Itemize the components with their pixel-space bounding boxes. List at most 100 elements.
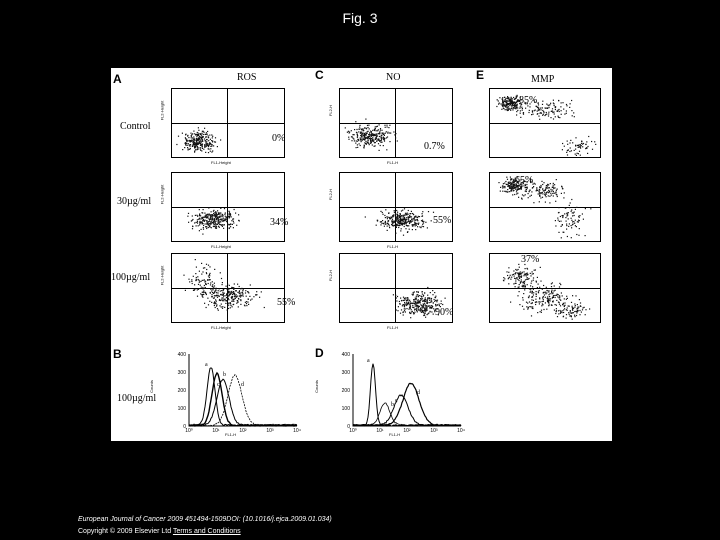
scatter-dot	[206, 226, 208, 228]
scatter-dot	[231, 296, 233, 298]
scatter-dot	[223, 292, 225, 294]
scatter-dot	[224, 213, 226, 215]
scatter-dot	[204, 216, 206, 218]
scatter-dot	[571, 307, 573, 309]
scatter-dot	[535, 293, 537, 295]
ros-control-ylabel: FL2-Height	[159, 100, 165, 121]
scatter-dot	[551, 186, 554, 188]
scatter-dot	[408, 219, 410, 221]
scatter-dot	[187, 215, 189, 217]
scatter-dot	[215, 216, 217, 218]
scatter-dot	[211, 215, 213, 217]
scatter-dot	[216, 294, 218, 296]
scatter-dot	[415, 216, 417, 218]
scatter-dot	[236, 224, 238, 226]
scatter-dot	[232, 227, 234, 229]
scatter-dot	[525, 107, 527, 109]
scatter-dot	[507, 189, 509, 191]
scatter-dot	[363, 133, 365, 135]
scatter-dot	[420, 308, 422, 310]
scatter-dot	[224, 215, 226, 217]
scatter-dot	[208, 279, 210, 281]
scatter-dot	[200, 228, 202, 230]
scatter-dot	[529, 189, 531, 191]
scatter-dot	[521, 275, 523, 277]
histogram-curve-label: a	[367, 358, 370, 364]
scatter-dot	[523, 195, 525, 197]
scatter-dot	[198, 137, 200, 139]
scatter-dot	[511, 102, 513, 104]
scatter-dot	[225, 300, 227, 302]
terms-link[interactable]: Terms and Conditions	[172, 528, 241, 535]
row-label-30: 30µg/ml	[117, 196, 152, 207]
scatter-dot	[207, 144, 209, 146]
scatter-dot	[546, 184, 548, 187]
scatter-dot	[502, 105, 504, 108]
scatter-dot	[414, 308, 416, 310]
scatter-dot	[572, 307, 575, 309]
scatter-dot	[237, 301, 239, 303]
scatter-dot	[379, 128, 382, 130]
scatter-dot	[398, 221, 400, 223]
scatter-dot	[575, 144, 577, 146]
scatter-dot	[241, 292, 244, 294]
histogram-x-tick: 10²	[403, 428, 411, 432]
scatter-dot	[404, 308, 406, 310]
scatter-dot	[213, 292, 215, 294]
scatter-dot	[250, 299, 252, 301]
scatter-dot	[571, 219, 573, 221]
scatter-dot	[403, 305, 405, 307]
scatter-dot	[542, 109, 544, 112]
scatter-dot	[512, 105, 514, 107]
scatter-dot	[560, 237, 562, 239]
scatter-dot	[219, 218, 221, 220]
scatter-dot	[507, 105, 509, 108]
scatter-dot	[197, 139, 199, 141]
scatter-dot	[528, 191, 530, 193]
scatter-dot	[548, 294, 550, 296]
scatter-dot	[544, 201, 546, 203]
scatter-dot	[392, 294, 394, 296]
scatter-dot	[509, 103, 511, 105]
scatter-dot	[196, 137, 198, 140]
scatter-dot	[530, 275, 532, 277]
mmp-100-percent: 37%	[521, 254, 540, 265]
scatter-dot	[221, 307, 224, 309]
scatter-dot	[537, 102, 539, 104]
scatter-dot	[520, 187, 522, 189]
scatter-dot	[240, 300, 242, 302]
scatter-dot	[191, 134, 193, 136]
scatter-dot	[201, 223, 203, 225]
scatter-dot	[526, 103, 528, 105]
scatter-dot	[547, 300, 549, 302]
scatter-dot	[437, 314, 439, 316]
scatter-dot	[402, 214, 404, 216]
scatter-dot	[571, 312, 574, 314]
scatter-dot	[215, 290, 217, 292]
scatter-dot	[196, 221, 199, 223]
scatter-dot	[203, 148, 205, 150]
scatter-dot	[419, 302, 421, 304]
scatter-dot	[510, 301, 512, 303]
scatter-dot	[381, 138, 383, 140]
scatter-dot	[225, 216, 227, 218]
scatter-dot	[416, 310, 418, 312]
scatter-dot	[553, 113, 555, 115]
scatter-dot	[549, 298, 552, 300]
scatter-dot	[546, 191, 548, 193]
scatter-dot	[248, 303, 250, 305]
scatter-dot	[422, 211, 424, 213]
scatter-dot	[554, 184, 556, 186]
scatter-dot	[415, 298, 417, 300]
scatter-dot	[407, 302, 409, 304]
scatter-dot	[510, 101, 512, 103]
scatter-dot	[524, 284, 526, 286]
scatter-dot	[508, 283, 510, 285]
scatter-dot	[511, 189, 513, 191]
scatter-dot	[429, 311, 431, 313]
scatter-dot	[364, 127, 366, 129]
scatter-dot	[522, 183, 524, 185]
scatter-dot	[514, 186, 516, 188]
scatter-dot	[509, 182, 511, 185]
scatter-dot	[416, 222, 418, 224]
